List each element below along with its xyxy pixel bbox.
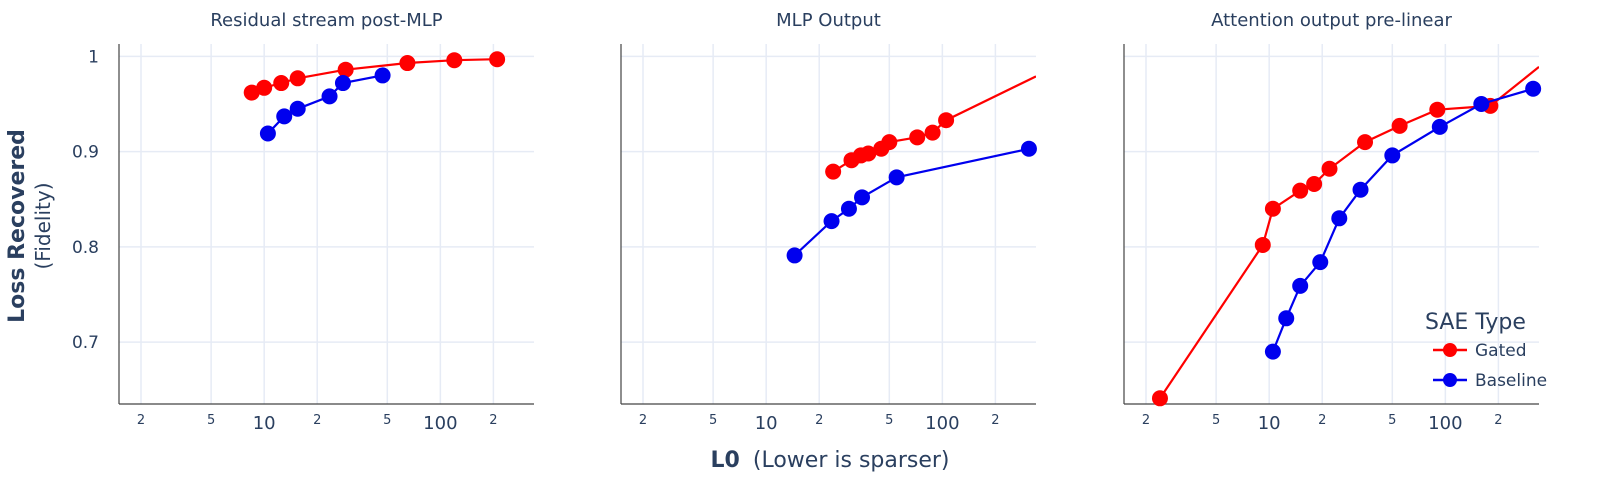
x-tick-label: 100 [925,413,959,434]
y-tick-label: 0.9 [72,143,99,163]
data-point-gated[interactable] [446,52,463,69]
x-tick-label: 10 [755,413,778,434]
data-point-baseline[interactable] [1331,210,1348,227]
data-point-gated[interactable] [1357,134,1374,151]
data-point-baseline[interactable] [321,88,338,105]
data-point-baseline[interactable] [1525,80,1542,97]
data-point-gated[interactable] [938,112,955,129]
series-gated [243,51,506,101]
data-point-gated[interactable] [1292,182,1309,199]
data-point-baseline[interactable] [786,247,803,264]
data-point-gated[interactable] [1151,390,1168,407]
x-tick-label: 2 [991,413,999,428]
data-point-gated[interactable] [1321,160,1338,177]
data-point-baseline[interactable] [1352,181,1369,198]
x-tick-label: 100 [423,413,457,434]
x-tick-label: 10 [1258,413,1281,434]
data-point-gated[interactable] [489,51,506,68]
data-point-gated[interactable] [256,79,273,96]
x-tick-label: 2 [815,413,823,428]
x-tick-label: 5 [207,413,215,428]
x-tick-label: 2 [489,413,497,428]
subplot-title: Attention output pre-linear [1211,10,1452,31]
data-point-baseline[interactable] [840,200,857,217]
y-tick-label: 0.8 [72,238,99,258]
data-point-baseline[interactable] [334,75,351,92]
subplot-title: Residual stream post-MLP [210,10,442,31]
legend-marker-gated [1443,343,1457,357]
y-axis-sublabel: (Fidelity) [31,182,55,269]
data-point-baseline[interactable] [1312,254,1329,271]
subplot-1: Residual stream post-MLP 2 5 10 2 5 100 2 0.7 0.8… [72,10,534,434]
data-point-baseline[interactable] [276,108,293,125]
legend-title: SAE Type [1425,310,1526,335]
data-point-gated[interactable] [1391,117,1408,134]
x-tick-label: 5 [885,413,893,428]
legend-item-baseline[interactable]: Baseline [1433,371,1547,391]
data-point-baseline[interactable] [289,100,306,117]
x-tick-label: 2 [1142,413,1150,428]
y-tick-label: 0.7 [72,333,99,353]
data-point-baseline[interactable] [888,169,905,186]
data-point-gated[interactable] [1306,176,1323,192]
data-point-baseline[interactable] [259,125,276,142]
legend-item-gated[interactable]: Gated [1433,341,1527,361]
legend-marker-baseline [1443,373,1457,387]
series-baseline [259,67,391,142]
data-point-gated[interactable] [909,129,926,146]
data-point-baseline[interactable] [1292,277,1309,294]
legend-label-baseline: Baseline [1475,371,1547,391]
data-point-gated[interactable] [924,124,941,141]
subplot-panels: Residual stream post-MLP 2 5 10 2 5 100 2 0.7 0.8… [72,10,1542,434]
data-point-baseline[interactable] [1431,118,1448,135]
data-point-baseline[interactable] [1264,343,1281,360]
x-axis-sublabel: (Lower is sparser) [753,448,950,473]
series-baseline [1264,80,1542,360]
data-point-gated[interactable] [273,75,290,92]
x-tick-label: 2 [137,413,145,428]
data-point-gated[interactable] [289,70,306,87]
subplot-title: MLP Output [776,10,881,31]
x-tick-label: 2 [639,413,647,428]
subplot-3: Attention output pre-linear 2 5 10 2 5 100 2 [1123,10,1542,434]
x-axis-label: L0 [710,448,739,473]
x-tick-label: 5 [1212,413,1220,428]
y-tick-label: 1 [88,47,99,67]
data-point-gated[interactable] [825,163,842,180]
data-point-gated[interactable] [337,61,354,78]
x-tick-label: 2 [313,413,321,428]
x-axis-label-group: L0 (Lower is sparser) [710,448,949,473]
data-point-gated[interactable] [1254,236,1271,253]
x-tick-label: 2 [1318,413,1326,428]
data-point-gated[interactable] [881,134,898,151]
y-axis-label: Loss Recovered [5,129,30,323]
series-gated [825,75,1036,180]
x-tick-label: 100 [1428,413,1462,434]
legend-label-gated: Gated [1475,341,1527,361]
data-point-baseline[interactable] [374,67,391,84]
x-tick-label: 5 [383,413,391,428]
data-point-baseline[interactable] [823,213,840,230]
data-point-gated[interactable] [243,84,260,101]
data-point-baseline[interactable] [1020,140,1037,157]
data-point-baseline[interactable] [1384,147,1401,164]
x-tick-label: 10 [253,413,276,434]
data-point-baseline[interactable] [1278,310,1295,327]
data-point-gated[interactable] [860,145,877,162]
legend: SAE Type Gated Baseline [1425,310,1547,391]
subplot-2: MLP Output 2 5 10 2 5 100 2 [620,10,1037,434]
series-line-baseline [1271,87,1534,353]
x-tick-label: 5 [709,413,717,428]
series-line-baseline [793,147,1030,257]
data-point-baseline[interactable] [854,189,871,206]
x-tick-label: 2 [1494,413,1502,428]
data-point-gated[interactable] [1264,200,1281,217]
series-baseline [786,140,1037,264]
data-point-gated[interactable] [399,55,416,72]
x-tick-label: 5 [1388,413,1396,428]
data-point-baseline[interactable] [1473,96,1490,112]
data-point-gated[interactable] [1429,101,1446,118]
series-gated [1151,66,1539,407]
